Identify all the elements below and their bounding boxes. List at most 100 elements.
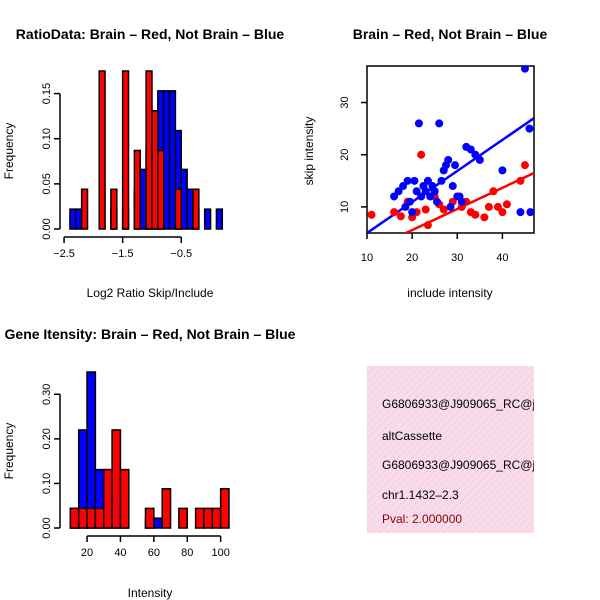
scatter-red-fit-line — [403, 171, 534, 233]
scatter-blue-point-3 — [401, 202, 410, 211]
scatter-red-point-7 — [421, 205, 430, 214]
scatter-title: Brain – Red, Not Brain – Blue — [353, 26, 548, 42]
ratio-red-bar-5 — [145, 70, 153, 230]
scatter-red-point-20 — [493, 202, 502, 211]
scatter-blue-point-23 — [446, 202, 455, 211]
scatter-blue-fit-line — [367, 117, 534, 233]
scatter-blue-point-2 — [399, 182, 408, 191]
ratio-y-tick-label-2: 0.10 — [41, 128, 53, 149]
scatter-blue-point-6 — [408, 208, 417, 217]
scatter-blue-point-24 — [448, 182, 457, 191]
scatter-x-tick-label-3: 40 — [496, 252, 508, 264]
ratio-blue-bar-0 — [69, 208, 77, 230]
scatter-y-tick-label-2: 30 — [339, 96, 351, 108]
gene-x-tick-label-1: 40 — [114, 547, 126, 559]
ratio-blue-bar-16 — [215, 208, 224, 230]
scatter-blue-point-19 — [437, 176, 446, 185]
info-event-type: altCassette — [382, 429, 442, 443]
scatter-y-tick-label-1: 20 — [339, 149, 351, 161]
ratio-red-bar-0 — [80, 188, 89, 230]
gene-red-bar-9 — [178, 507, 188, 529]
scatter-blue-point-35 — [520, 66, 529, 73]
ratio-red-bar-8 — [174, 188, 183, 230]
scatter-blue-point-16 — [430, 187, 439, 196]
info-probe-id-2: G6806933@J909065_RC@j_at — [382, 458, 552, 472]
scatter-blue-point-4 — [403, 176, 412, 185]
info-box-background — [367, 366, 534, 533]
scatter-red-point-1 — [390, 208, 399, 217]
ratio-histogram-bars — [69, 70, 224, 230]
ratio-y-axis-label: Frequency — [2, 123, 16, 180]
scatter-x-axis-label: include intensity — [407, 286, 492, 300]
scatter-blue-point-18 — [435, 119, 444, 128]
info-location: chr1.1432–2.3 — [382, 488, 459, 502]
gene-blue-bar-2 — [86, 371, 97, 529]
scatter-red-point-11 — [439, 205, 448, 214]
scatter-blue-point-31 — [471, 150, 480, 159]
gene-x-axis: 20 40 60 80 100 — [81, 535, 230, 559]
ratio-x-tick-label-2: −0.5 — [170, 248, 192, 260]
scatter-x-axis: 10 20 30 40 — [361, 233, 509, 264]
scatter-blue-point-1 — [394, 187, 403, 196]
scatter-red-point-8 — [423, 221, 432, 230]
scatter-blue-point-14 — [426, 192, 435, 201]
gene-y-tick-label-1: 0.10 — [41, 473, 53, 494]
gene-y-tick-label-2: 0.20 — [41, 428, 53, 449]
gene-y-axis-label: Frequency — [2, 423, 16, 480]
scatter-x-tick-label-2: 30 — [451, 252, 463, 264]
gene-x-tick-label-0: 20 — [81, 547, 93, 559]
scatter-red-point-19 — [489, 187, 498, 196]
scatter-x-tick-label-1: 20 — [406, 252, 418, 264]
scatter-red-point-16 — [471, 210, 480, 219]
gene-histogram-title: Gene Itensity: Brain – Red, Not Brain – … — [5, 326, 296, 342]
gene-red-bar-13 — [219, 488, 230, 529]
scatter-blue-point-30 — [466, 145, 475, 154]
scatter-blue-point-9 — [414, 119, 423, 128]
scatter-blue-point-25 — [451, 161, 460, 170]
gene-red-bar-12 — [211, 507, 222, 529]
ratio-y-tick-label-3: 0.15 — [41, 83, 53, 104]
scatter-blue-point-0 — [390, 192, 399, 201]
gene-red-bar-10 — [194, 507, 205, 529]
ratio-blue-bar-13 — [186, 188, 194, 230]
scatter-content — [367, 66, 534, 233]
gene-x-tick-label-2: 60 — [148, 547, 160, 559]
scatter-blue-point-7 — [410, 176, 419, 185]
scatter-red-point-21 — [498, 208, 507, 217]
gene-y-tick-label-3: 0.30 — [41, 384, 53, 405]
ratio-y-tick-label-1: 0.05 — [41, 173, 53, 194]
ratio-x-axis: −2.5 −1.5 −0.5 — [53, 236, 192, 260]
ratio-red-bar-9 — [192, 188, 200, 230]
info-pval: Pval: 2.000000 — [382, 512, 462, 526]
ratio-x-tick-label-0: −2.5 — [53, 248, 75, 260]
scatter-red-point-0 — [367, 210, 376, 219]
ratio-blue-bar-5 — [139, 168, 147, 230]
scatter-red-point-23 — [516, 176, 525, 185]
info-panel: G6806933@J909065_RC@j_at altCassette G68… — [367, 366, 552, 533]
scatter-red-point-22 — [502, 200, 511, 209]
scatter-blue-point-17 — [432, 197, 441, 206]
scatter-red-point-18 — [484, 202, 493, 211]
scatter-blue-point-32 — [475, 155, 484, 164]
scatter-blue-point-13 — [423, 176, 432, 185]
ratio-red-bar-7 — [157, 149, 165, 230]
ratio-red-bar-6 — [151, 109, 159, 230]
ratio-red-bar-1 — [98, 70, 106, 230]
ratio-blue-bar-9 — [162, 90, 171, 230]
ratio-blue-bar-15 — [203, 208, 212, 230]
scatter-red-point-2 — [396, 212, 405, 221]
gene-x-tick-label-4: 100 — [211, 547, 229, 559]
scatter-x-tick-label-0: 10 — [361, 252, 373, 264]
scatter-red-point-24 — [520, 161, 529, 170]
gene-red-bar-11 — [203, 507, 214, 529]
gene-y-tick-label-0: 0.00 — [41, 517, 53, 538]
scatter-red-point-6 — [417, 150, 426, 159]
ratio-red-bar-3 — [121, 70, 130, 230]
scatter-blue-point-33 — [498, 166, 507, 175]
gene-histogram-panel: Gene Itensity: Brain – Red, Not Brain – … — [2, 326, 296, 600]
ratio-x-tick-label-1: −1.5 — [112, 248, 134, 260]
scatter-red-point-17 — [480, 213, 489, 222]
scatter-blue-point-8 — [412, 187, 421, 196]
scatter-blue-point-28 — [457, 197, 466, 206]
